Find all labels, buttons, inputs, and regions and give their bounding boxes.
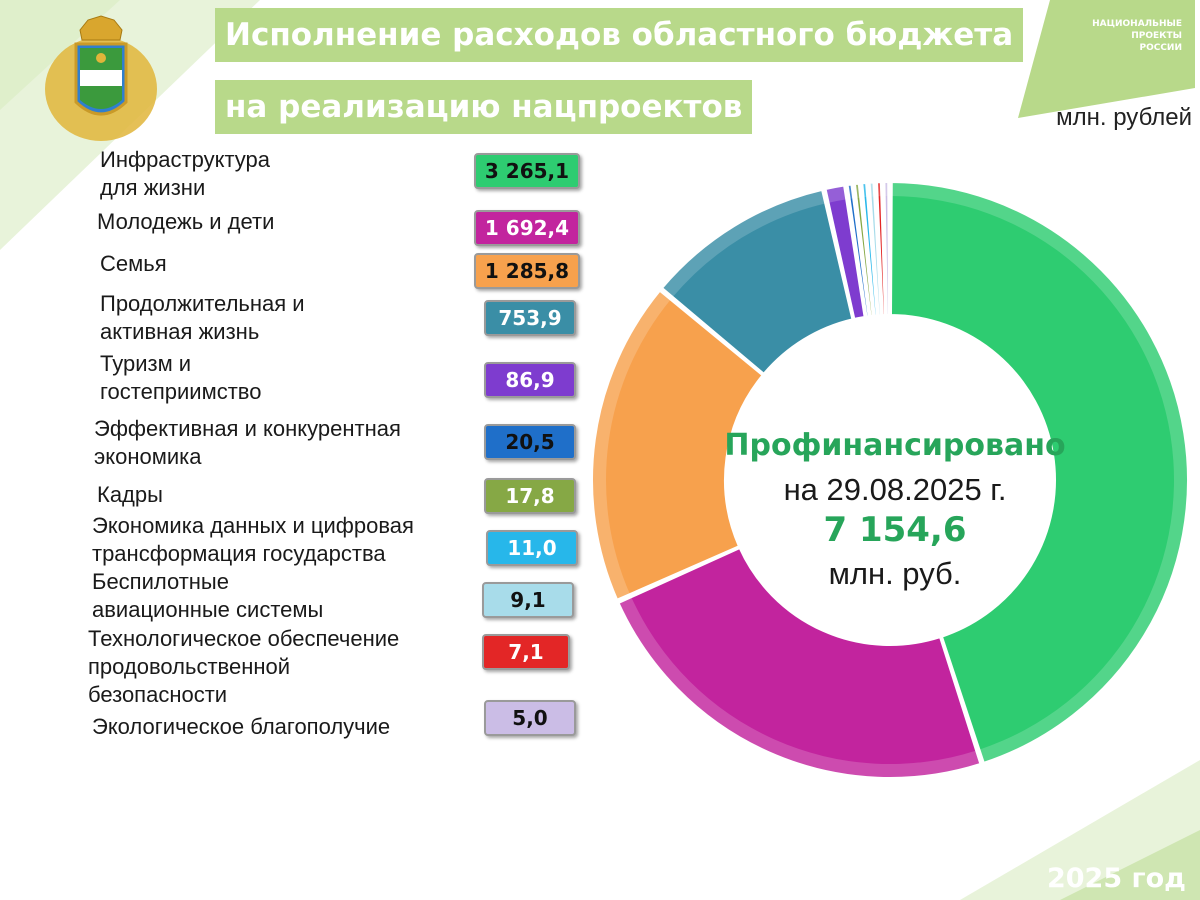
donut-slice-bevel [862,182,868,198]
legend-label: Инфраструктура для жизни [100,146,270,202]
value-badge: 9,1 [482,582,574,618]
center-funded-label: Профинансировано [724,428,1066,463]
legend-label-line: Экологическое благополучие [92,714,391,739]
donut-slice-bevel [877,182,882,197]
value-badge: 1 692,4 [474,210,580,246]
legend-label-line: для жизни [100,175,206,200]
donut-slice-bevel [618,597,981,778]
donut-slice [660,188,854,376]
center-total-value: 7 154,6 [823,510,967,550]
donut-slice [846,183,870,318]
legend-label-line: трансформация государства [92,541,386,566]
title-line-2: на реализацию нацпроектов [215,80,753,134]
legend-label-line: активная жизнь [100,319,260,344]
legend-label-line: продовольственной [88,654,291,679]
year-label: 2025 год [1046,863,1186,894]
legend-label: Кадры [97,481,163,509]
legend-label: Молодежь и дети [97,208,274,236]
legend-label: Семья [100,250,167,278]
donut-slice-bevel [662,189,826,298]
legend-label-line: Экономика данных и цифровая [92,513,414,538]
donut-slice [591,289,764,602]
coat-of-arms-emblem [45,15,157,141]
donut-slice [868,181,882,317]
legend-label-line: гостеприимство [100,379,262,404]
value-badge: 5,0 [484,700,576,736]
value-badge: 1 285,8 [474,253,580,289]
value-badge: 3 265,1 [474,153,580,189]
donut-slice [875,181,886,317]
center-unit-label: млн. руб. [828,556,962,591]
donut-chart [591,180,1189,779]
unit-label: млн. рублей [1056,104,1192,131]
legend-label: Экономика данных и цифровая трансформация… [92,512,414,568]
donut-slice [853,182,874,318]
logo-text-line-3: РОССИИ [1139,43,1182,53]
value-badge: 11,0 [486,530,578,566]
donut-slice [824,184,866,321]
legend-label-line: Эффективная и конкурентная [94,416,401,441]
logo-text-line-1: НАЦИОНАЛЬНЫЕ [1092,19,1182,29]
legend-label-line: безопасности [88,682,228,707]
title-line-1: Исполнение расходов областного бюджета [215,8,1024,62]
legend-label: Продолжительная и активная жизнь [100,290,305,346]
donut-slice [883,180,891,317]
donut-slice-bevel [592,290,671,600]
national-projects-logo [1018,0,1195,118]
legend-label: Беспилотные авиационные системы [92,568,323,624]
value-badge: 7,1 [482,634,570,670]
donut-slice [889,180,1189,765]
donut-slice-bevel [825,185,847,203]
legend-label-line: Туризм и [100,351,192,376]
legend-label: Туризм и гостеприимство [100,350,261,406]
donut-slice-bevel [847,184,854,199]
logo-text-line-2: ПРОЕКТЫ [1131,31,1182,41]
value-badge: 20,5 [484,424,576,460]
center-date-label: на 29.08.2025 г. [783,472,1007,507]
donut-slice-bevel [884,182,889,197]
value-badge: 17,8 [484,478,576,514]
legend-label-line: Кадры [97,482,163,507]
value-badge: 753,9 [484,300,576,336]
donut-slice-bevel [854,183,861,198]
legend-label-line: Технологическое обеспечение [88,626,400,651]
legend-label: Экологическое благополучие [92,713,390,741]
legend-label: Технологическое обеспечение продовольстве… [88,625,399,709]
national-projects-logo-text: НАЦИОНАЛЬНЫЕ ПРОЕКТЫ РОССИИ [1092,18,1182,54]
legend-label-line: Беспилотные [92,569,229,594]
donut-slice-bevel [869,182,875,197]
legend-label-line: Семья [100,251,167,276]
donut-slice [861,181,878,317]
legend-label-line: Продолжительная и [100,291,305,316]
legend-label-line: Инфраструктура [100,147,271,172]
legend-label-line: Молодежь и дети [97,209,275,234]
legend-label-line: авиационные системы [92,597,324,622]
legend-label: Эффективная и конкурентная экономика [94,415,401,471]
donut-slice [617,546,982,779]
value-badge: 86,9 [484,362,576,398]
legend-label-line: экономика [94,444,202,469]
